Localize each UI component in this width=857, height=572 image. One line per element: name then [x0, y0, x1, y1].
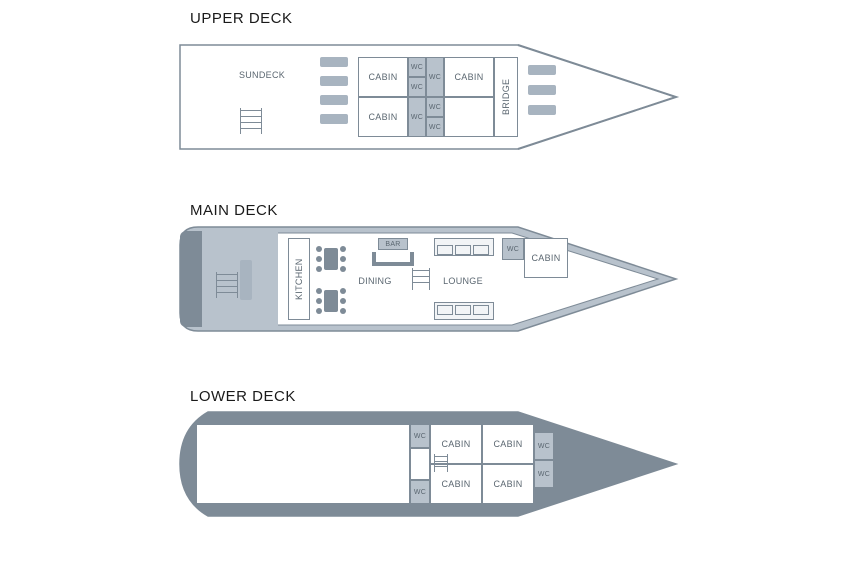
bench-icon — [320, 95, 348, 105]
lower-open-area — [196, 424, 410, 504]
ladder-icon — [240, 108, 262, 134]
lower-deck-title: LOWER DECK — [190, 388, 296, 405]
wc-l2: WC — [410, 480, 430, 504]
bench-icon — [320, 57, 348, 67]
wc-u3b: WC — [426, 97, 444, 117]
sundeck-label: SUNDECK — [232, 69, 292, 81]
bar: BAR — [378, 238, 408, 250]
bench-icon — [528, 85, 556, 95]
ladder-icon — [412, 268, 430, 290]
cabin-m: CABIN — [524, 238, 568, 278]
wc-l3: WC — [534, 432, 554, 460]
sofa-icon — [434, 238, 494, 256]
bench-icon — [320, 114, 348, 124]
cabin-u2: CABIN — [358, 97, 408, 137]
stern-dark — [180, 231, 202, 327]
bench-icon — [528, 65, 556, 75]
cabin-l3: CABIN — [482, 424, 534, 464]
lounge-label: LOUNGE — [438, 275, 488, 287]
bench-icon — [320, 76, 348, 86]
wc-u3: WC — [408, 97, 426, 137]
wc-l4: WC — [534, 460, 554, 488]
counter-icon — [240, 260, 252, 300]
kitchen: KITCHEN — [288, 238, 310, 320]
cabin-u1: CABIN — [358, 57, 408, 97]
ladder-icon — [434, 454, 448, 472]
wc-u2: WC — [408, 77, 426, 97]
bridge: BRIDGE — [494, 57, 518, 137]
wc-u1: WC — [408, 57, 426, 77]
bar-counter-icon — [372, 250, 414, 270]
wc-u4: WC — [426, 117, 444, 137]
cabin-u3: CABIN — [444, 57, 494, 97]
wc-l1: WC — [410, 424, 430, 448]
lower-corridor — [410, 448, 430, 480]
wc-m: WC — [502, 238, 524, 260]
dining-label: DINING — [350, 275, 400, 287]
bench-icon — [528, 105, 556, 115]
wc-u1b: WC — [426, 57, 444, 97]
dining-table-icon — [318, 286, 344, 316]
sofa-icon — [434, 302, 494, 320]
cabin-l4: CABIN — [482, 464, 534, 504]
deck-plan-canvas: UPPER DECK MAIN DECK LOWER DECK SUNDECK … — [0, 0, 857, 572]
ladder-icon — [216, 272, 238, 298]
main-deck-title: MAIN DECK — [190, 202, 278, 219]
sp-u — [444, 97, 494, 137]
upper-deck-title: UPPER DECK — [190, 10, 293, 27]
dining-table-icon — [318, 244, 344, 274]
